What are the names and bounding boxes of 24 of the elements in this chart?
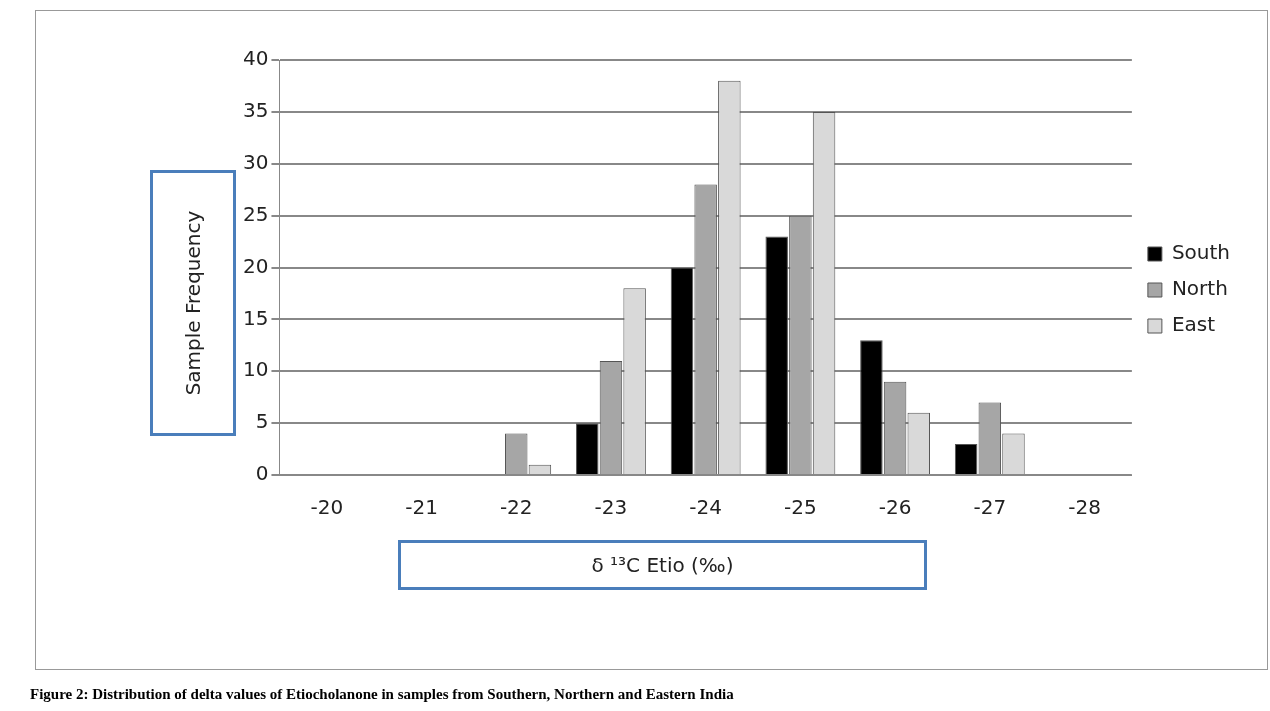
caption: Figure 2: Distribution of delta values of Etiocholanone in samples from Southern, Northern and Eastern India bbox=[30, 686, 734, 703]
y-tick-label: 40 bbox=[243, 46, 269, 71]
x-tick-label: -28 bbox=[1068, 495, 1101, 520]
y-tick-label: 35 bbox=[243, 98, 269, 123]
y-tick-label: 15 bbox=[243, 305, 269, 330]
y-tick-label: 0 bbox=[255, 461, 269, 486]
legend-label: East bbox=[1171, 312, 1216, 337]
legend-label: South bbox=[1171, 240, 1230, 265]
legend-label: North bbox=[1171, 276, 1228, 301]
x-tick-label: -23 bbox=[594, 495, 628, 520]
y-tick-label: 20 bbox=[243, 253, 269, 278]
y-tick-label: 25 bbox=[243, 201, 269, 226]
x-tick-label: -25 bbox=[784, 495, 817, 520]
x-tick-label: -22 bbox=[499, 495, 533, 520]
x-tick-label: -20 bbox=[310, 495, 344, 520]
y-axis-title: Sample Frequency bbox=[181, 210, 206, 396]
x-tick-label: -21 bbox=[405, 495, 438, 520]
y-tick-label: 10 bbox=[243, 357, 269, 382]
x-axis-title: δ ¹³C Etio (‰) bbox=[398, 540, 927, 590]
y-tick-label: 30 bbox=[243, 149, 269, 174]
x-tick-label: -27 bbox=[973, 495, 1007, 520]
x-tick-label: -24 bbox=[689, 495, 722, 520]
x-tick-label: -26 bbox=[878, 495, 912, 520]
y-tick-label: 5 bbox=[255, 409, 269, 434]
